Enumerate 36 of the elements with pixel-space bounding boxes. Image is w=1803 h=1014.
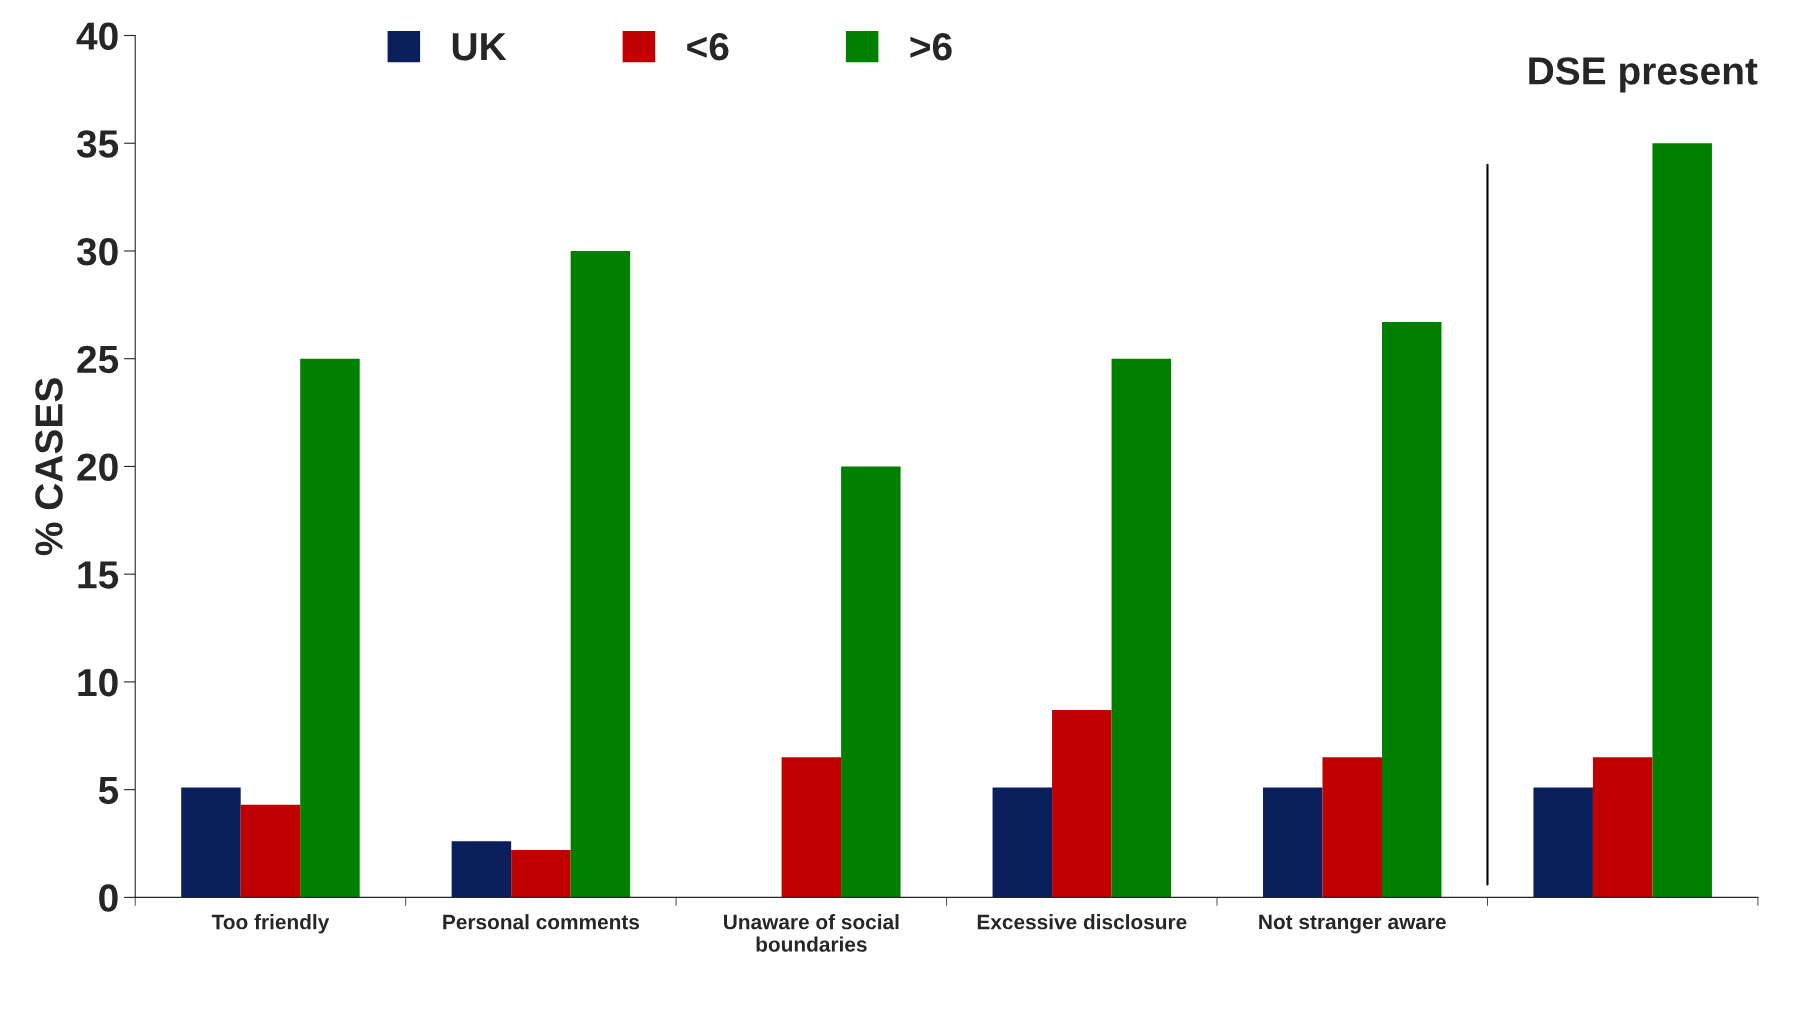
bar — [841, 466, 901, 898]
y-tick-label: 20 — [77, 453, 118, 481]
bar — [451, 841, 512, 898]
y-tick-label: 0 — [99, 884, 118, 912]
x-tick-label: Unaware of social boundaries — [724, 914, 899, 952]
bar — [240, 804, 301, 898]
bar — [1382, 322, 1442, 898]
bar — [181, 787, 241, 898]
bar — [1652, 143, 1712, 898]
bar — [300, 358, 360, 898]
x-tick-label: Not stranger aware — [1259, 914, 1446, 934]
bar — [992, 787, 1053, 898]
legend-label: >6 — [910, 32, 952, 61]
bar — [1533, 787, 1593, 898]
legend-label: UK — [452, 33, 507, 61]
y-tick-label: 5 — [98, 776, 119, 805]
y-tick-label: 25 — [77, 345, 119, 374]
bar — [1322, 757, 1382, 898]
bar — [1263, 787, 1323, 898]
bar — [570, 250, 631, 898]
y-tick-label: 35 — [76, 130, 119, 158]
y-tick-label: 10 — [78, 668, 118, 697]
bar — [1592, 757, 1653, 898]
x-tick-label: Too friendly — [211, 914, 330, 934]
annotation: DSE present — [1529, 57, 1758, 93]
x-tick-label: Personal comments — [443, 914, 640, 930]
legend-label: <6 — [687, 32, 729, 61]
bar — [1052, 709, 1112, 898]
y-tick-label: 30 — [76, 237, 118, 266]
x-tick-label: Excessive disclosure — [977, 914, 1187, 930]
bar — [1111, 358, 1172, 898]
y-tick-label: 40 — [76, 22, 118, 50]
bar — [781, 757, 842, 898]
y-tick-label: 15 — [78, 561, 119, 589]
y-axis-title: % CASES — [35, 378, 63, 556]
bar — [511, 849, 571, 898]
